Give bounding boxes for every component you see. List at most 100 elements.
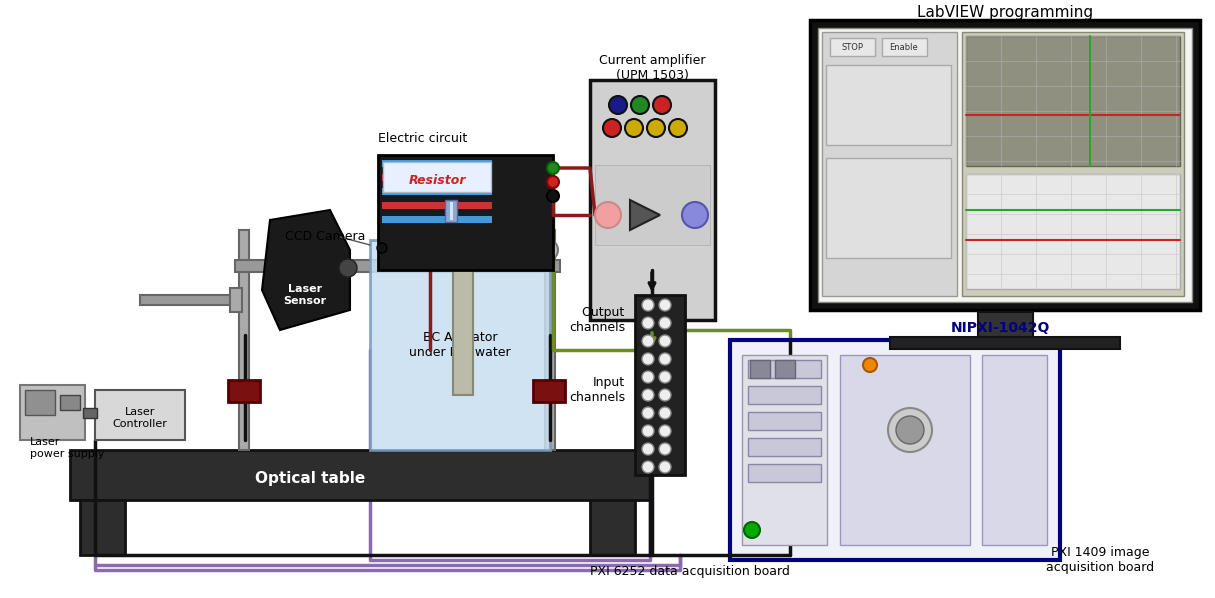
Text: Enable: Enable	[889, 44, 919, 53]
Circle shape	[682, 202, 708, 228]
Bar	[80, 500, 125, 555]
Circle shape	[669, 119, 686, 137]
Bar	[140, 295, 241, 305]
Bar	[966, 174, 1180, 289]
Text: PXI 6252 data acquisition board: PXI 6252 data acquisition board	[590, 566, 790, 578]
Text: Electric circuit: Electric circuit	[378, 132, 468, 145]
Bar	[891, 337, 1120, 349]
Bar	[882, 38, 927, 56]
Bar	[445, 200, 457, 222]
Text: BC Actuator
under D.I. water: BC Actuator under D.I. water	[409, 331, 510, 359]
Bar	[533, 380, 565, 402]
Bar	[382, 202, 492, 209]
Bar	[234, 260, 560, 272]
Circle shape	[547, 176, 559, 188]
Bar	[383, 162, 491, 192]
Bar	[590, 500, 635, 555]
Circle shape	[863, 358, 877, 372]
Bar	[818, 28, 1192, 302]
Circle shape	[377, 243, 388, 253]
Bar	[470, 246, 548, 256]
Bar	[26, 390, 55, 415]
Circle shape	[659, 335, 671, 347]
Polygon shape	[631, 200, 660, 230]
Bar	[378, 155, 553, 270]
Bar	[823, 32, 957, 296]
Bar	[230, 288, 242, 312]
Circle shape	[625, 119, 643, 137]
Bar	[546, 230, 555, 450]
Bar	[635, 295, 685, 475]
Circle shape	[642, 371, 654, 383]
Circle shape	[547, 162, 559, 174]
Bar	[748, 412, 821, 430]
Circle shape	[642, 407, 654, 419]
Bar	[228, 380, 260, 402]
Bar	[830, 38, 875, 56]
Bar	[595, 165, 710, 245]
Circle shape	[339, 259, 357, 277]
Bar	[590, 80, 714, 320]
Bar	[382, 188, 492, 195]
Bar	[19, 385, 85, 440]
Bar	[95, 390, 185, 440]
Bar	[982, 355, 1047, 545]
Circle shape	[642, 299, 654, 311]
Bar	[826, 158, 951, 258]
Bar	[840, 355, 970, 545]
Text: Output
channels: Output channels	[569, 306, 625, 334]
Bar	[742, 355, 827, 545]
Bar	[382, 160, 492, 167]
Text: Input
channels: Input channels	[569, 376, 625, 404]
Circle shape	[642, 425, 654, 437]
Circle shape	[659, 371, 671, 383]
Circle shape	[659, 299, 671, 311]
Text: LabVIEW programming: LabVIEW programming	[917, 5, 1094, 20]
Bar	[292, 258, 300, 298]
Bar	[748, 464, 821, 482]
Circle shape	[659, 389, 671, 401]
Bar	[748, 386, 821, 404]
Bar	[453, 240, 473, 395]
Circle shape	[547, 190, 559, 202]
Text: PXI 1409 image
acquisition board: PXI 1409 image acquisition board	[1046, 546, 1154, 574]
Text: Current amplifier
(UPM 1503): Current amplifier (UPM 1503)	[599, 54, 705, 82]
Bar	[60, 395, 80, 410]
Circle shape	[659, 443, 671, 455]
Circle shape	[744, 522, 761, 538]
Circle shape	[652, 96, 671, 114]
Circle shape	[648, 119, 665, 137]
Bar	[978, 312, 1033, 337]
Text: Laser
Controller: Laser Controller	[113, 407, 168, 429]
Text: Laser
Sensor: Laser Sensor	[283, 284, 327, 306]
Bar	[730, 340, 1059, 560]
Bar	[810, 20, 1200, 310]
Circle shape	[642, 353, 654, 365]
Bar	[966, 36, 1180, 166]
Text: NIPXI-1042Q: NIPXI-1042Q	[950, 321, 1050, 335]
Circle shape	[659, 317, 671, 329]
Circle shape	[642, 461, 654, 473]
Text: Resistor: Resistor	[408, 173, 465, 187]
Circle shape	[659, 425, 671, 437]
Bar	[239, 230, 249, 450]
Circle shape	[642, 335, 654, 347]
Bar	[382, 216, 492, 223]
Circle shape	[631, 96, 649, 114]
Circle shape	[642, 443, 654, 455]
Bar	[83, 408, 97, 418]
Circle shape	[609, 96, 627, 114]
Bar	[826, 65, 951, 145]
Bar	[371, 240, 550, 450]
Bar	[445, 230, 482, 255]
Bar	[382, 174, 492, 181]
Circle shape	[538, 240, 558, 260]
Circle shape	[595, 202, 621, 228]
Bar	[748, 438, 821, 456]
Text: STOP: STOP	[841, 44, 863, 53]
Text: Optical table: Optical table	[255, 471, 366, 486]
Bar	[450, 202, 453, 220]
Circle shape	[642, 317, 654, 329]
Circle shape	[642, 389, 654, 401]
Circle shape	[659, 407, 671, 419]
